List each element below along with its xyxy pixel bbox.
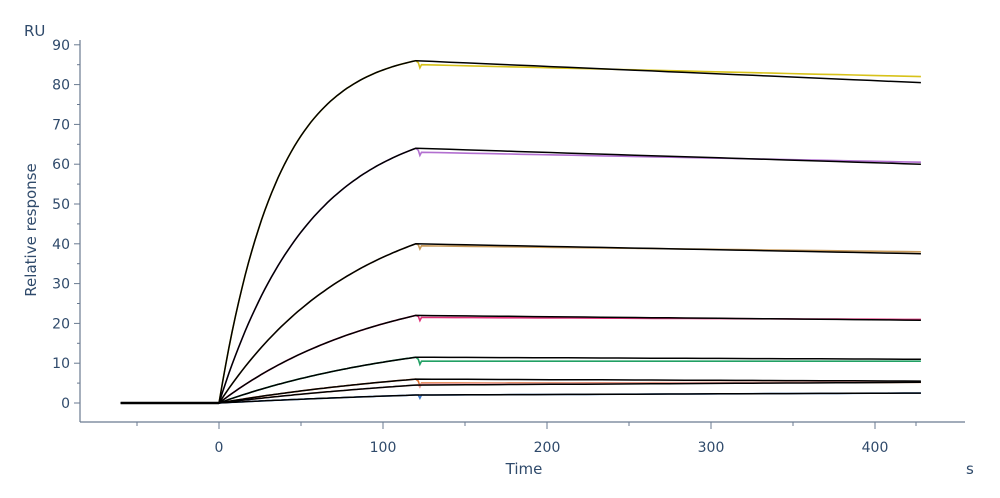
- axes: 0 10 20 30 40 50 60 70 80 90 0 100 200 300 400: [52, 38, 965, 456]
- fit-line-8: [120, 392, 921, 404]
- y-tick-label: 50: [52, 197, 70, 213]
- y-tick-label: 30: [52, 277, 70, 293]
- x-tick-label: 0: [215, 440, 224, 456]
- y-tick-label: 60: [52, 157, 70, 173]
- y-tick-label: 80: [52, 78, 70, 94]
- x-unit-label: s: [966, 460, 974, 478]
- fit-line-1: [120, 59, 921, 404]
- y-tick-label: 70: [52, 117, 70, 133]
- fit-line-3: [120, 243, 921, 404]
- series-line-1: [120, 59, 921, 404]
- x-tick-label: 200: [534, 440, 561, 456]
- y-unit-label: RU: [24, 22, 45, 40]
- x-axis-title: Time: [505, 460, 543, 478]
- fit-line-2: [120, 147, 921, 404]
- fit-line-7: [120, 381, 921, 404]
- y-tick-label: 40: [52, 237, 70, 253]
- x-tick-label: 400: [862, 440, 889, 456]
- fit-line-4: [120, 314, 921, 404]
- y-tick-label: 0: [61, 396, 70, 412]
- x-tick-label: 100: [370, 440, 397, 456]
- x-tick-label: 300: [698, 440, 725, 456]
- y-tick-label: 10: [52, 356, 70, 372]
- y-tick-label: 90: [52, 38, 70, 54]
- fit-line-6: [120, 378, 921, 404]
- fit-line-5: [120, 356, 921, 404]
- series-line-2: [120, 147, 921, 404]
- y-axis-title: Relative response: [22, 163, 40, 296]
- y-tick-label: 20: [52, 316, 70, 332]
- series-layer: [120, 59, 921, 405]
